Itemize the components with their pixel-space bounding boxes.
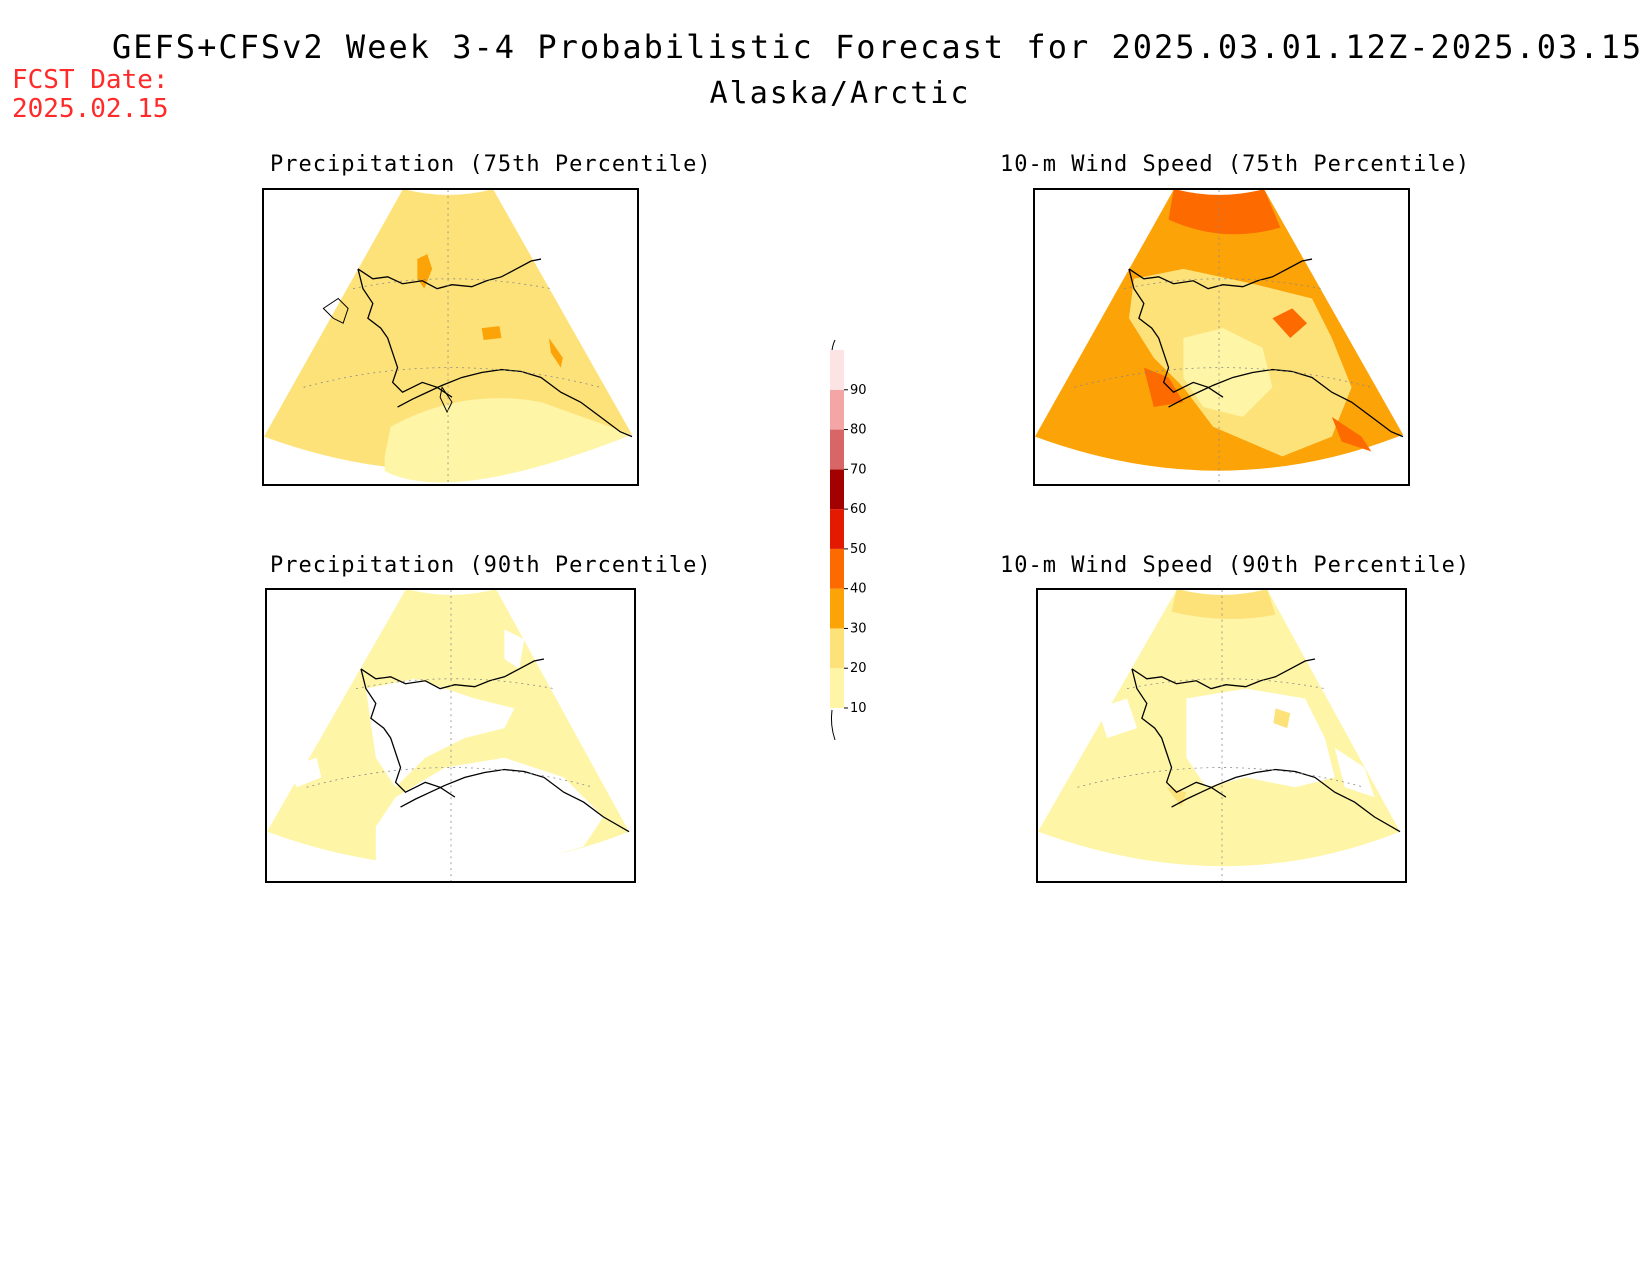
colorbar-tick-label: 60 — [850, 502, 867, 517]
figure-title: GEFS+CFSv2 Week 3-4 Probabilistic Foreca… — [112, 28, 1650, 66]
colorbar-tick-label: 50 — [850, 542, 867, 557]
colorbar-swatch — [830, 548, 844, 589]
colorbar-swatch — [830, 509, 844, 549]
fcst-date-value: 2025.02.15 — [12, 94, 169, 124]
colorbar-tick-label: 10 — [850, 701, 867, 716]
colorbar-tick-label: 30 — [850, 621, 867, 636]
map-precip-90 — [265, 588, 636, 883]
colorbar-tick-label: 80 — [850, 423, 867, 438]
fcst-date-label: FCST Date: — [12, 65, 169, 95]
panel-title-precip-75: Precipitation (75th Percentile) — [270, 152, 712, 177]
colorbar-swatch — [830, 429, 844, 470]
panel-title-wind-75: 10-m Wind Speed (75th Percentile) — [1000, 152, 1471, 177]
probability-colorbar: 10 20 30 40 50 60 70 80 90 — [820, 330, 900, 750]
map-wind-90 — [1036, 588, 1407, 883]
colorbar-swatch — [830, 350, 844, 390]
map-precip-75 — [262, 188, 639, 486]
forecast-date-block: FCST Date: 2025.02.15 — [12, 66, 169, 124]
map-wind-75 — [1033, 188, 1410, 486]
colorbar-swatch — [830, 588, 844, 629]
colorbar-swatch — [830, 469, 844, 510]
region-subtitle: Alaska/Arctic — [709, 76, 971, 111]
colorbar-tick-label: 20 — [850, 661, 867, 676]
colorbar-tick-label: 40 — [850, 582, 867, 597]
colorbar-tick-label: 90 — [850, 383, 867, 398]
panel-title-wind-90: 10-m Wind Speed (90th Percentile) — [1000, 553, 1471, 578]
colorbar-swatch — [830, 628, 844, 669]
panel-title-precip-90: Precipitation (90th Percentile) — [270, 553, 712, 578]
colorbar-swatch — [830, 668, 844, 708]
colorbar-tick-label: 70 — [850, 462, 867, 477]
colorbar-swatch — [830, 389, 844, 430]
